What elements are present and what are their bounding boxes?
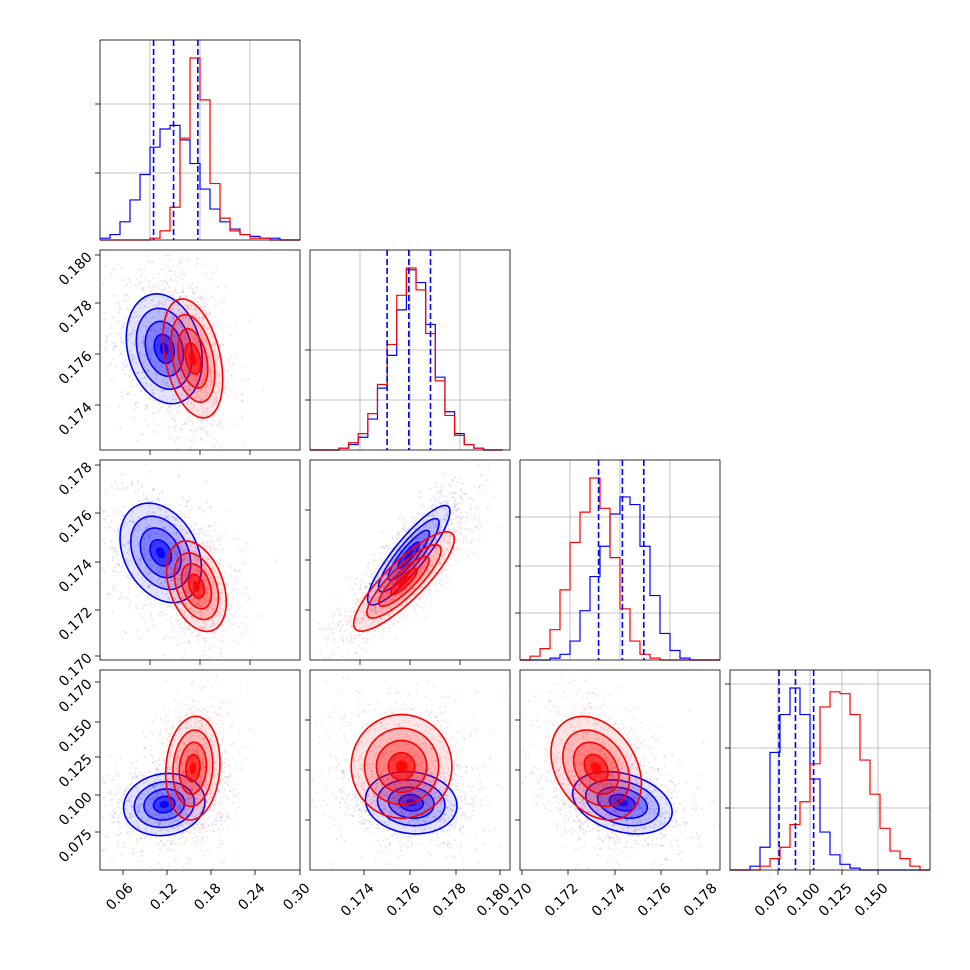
x-tick-label: 0.12: [147, 880, 180, 913]
x-tick-label: 0.100: [784, 880, 824, 920]
density-red: [189, 762, 196, 775]
density-red: [395, 760, 408, 773]
contour-red: [352, 530, 456, 632]
density-red: [398, 575, 410, 588]
x-tick-label: 0.24: [235, 880, 268, 913]
panel-hist-3: [515, 459, 721, 661]
y-tick-label: 0.176: [56, 348, 96, 388]
panel-2-1: [95, 249, 301, 455]
panel-frame: [99, 39, 301, 241]
density-blue: [159, 800, 169, 809]
density-red: [189, 351, 197, 366]
x-tick-label: 0.178: [681, 880, 721, 920]
x-tick-label: 0.06: [103, 880, 136, 913]
y-tick-label: 0.150: [56, 716, 96, 756]
y-tick-label: 0.174: [56, 399, 96, 439]
contour-red: [165, 540, 228, 633]
panel-3-1: [95, 459, 301, 665]
contour-blue: [596, 786, 649, 820]
contour-red: [172, 729, 214, 808]
x-tick-label: 0.125: [816, 880, 856, 920]
contour-red: [184, 753, 201, 783]
contour-red: [170, 313, 216, 404]
panel-hist-2: [305, 249, 511, 451]
y-tick-label: 0.180: [56, 249, 96, 289]
panel-hist-1: [95, 39, 301, 241]
y-tick-label: 0.178: [56, 297, 96, 337]
contour-red: [162, 298, 224, 419]
panel-4-2: [305, 669, 511, 875]
y-tick-label: 0.125: [56, 751, 96, 791]
contour-red: [164, 715, 221, 821]
y-tick-label: 0.100: [56, 789, 96, 829]
y-tick-label: 0.176: [56, 507, 96, 547]
contour-red: [363, 727, 440, 806]
panel-frame: [729, 669, 931, 871]
panel-4-3: [515, 669, 721, 875]
contour-blue: [122, 772, 206, 837]
contour-red: [387, 751, 416, 781]
x-tick-label: 0.178: [430, 880, 470, 920]
panel-frame: [519, 459, 721, 661]
panel-hist-4: [725, 669, 931, 875]
panel-frame: [99, 669, 301, 871]
x-tick-label: 0.150: [852, 880, 892, 920]
contour-blue: [377, 517, 440, 593]
y-tick-label: 0.075: [56, 826, 96, 866]
contour-red: [572, 741, 620, 795]
contour-blue: [571, 770, 673, 835]
density-red: [192, 580, 200, 592]
y-tick-label: 0.178: [56, 459, 96, 499]
contour-blue: [133, 780, 196, 829]
contour-blue: [398, 793, 425, 812]
contour-blue: [139, 527, 182, 579]
x-tick-label: 0.18: [191, 880, 224, 913]
contour-blue: [144, 320, 185, 378]
density-blue: [616, 799, 629, 807]
panel-4-1: [95, 669, 301, 875]
contour-red: [583, 753, 609, 783]
contour-red: [377, 555, 430, 608]
histogram-red: [310, 267, 503, 451]
contour-blue: [366, 504, 451, 606]
x-tick-label: 0.174: [338, 880, 378, 920]
contour-red: [375, 739, 428, 794]
x-tick-label: 0.30: [280, 880, 313, 913]
x-tick-label: 0.174: [589, 880, 629, 920]
histogram-blue: [100, 124, 300, 241]
contour-red: [184, 341, 202, 375]
contour-red: [173, 552, 220, 621]
histogram-red: [730, 691, 930, 871]
panel-3-2: [305, 459, 511, 665]
histogram-blue: [730, 687, 930, 871]
contour-red: [389, 567, 419, 596]
x-tick-label: 0.172: [542, 880, 582, 920]
y-tick-label: 0.174: [56, 556, 96, 596]
y-tick-label: 0.172: [56, 604, 96, 644]
contour-red: [187, 573, 206, 599]
density-blue: [156, 547, 166, 559]
contour-blue: [153, 333, 176, 365]
density-red: [590, 762, 602, 775]
x-tick-label: 0.075: [752, 880, 792, 920]
x-tick-label: 0.176: [635, 880, 675, 920]
contour-red: [550, 715, 643, 821]
contour-blue: [376, 779, 446, 827]
contour-red: [562, 729, 631, 808]
histogram-blue: [310, 269, 503, 451]
density-blue: [404, 549, 414, 561]
histogram-blue: [520, 496, 720, 661]
contour-red: [180, 562, 213, 610]
histogram-red: [100, 57, 300, 241]
contour-blue: [143, 788, 186, 821]
contour-blue: [364, 770, 458, 835]
contour-red: [178, 741, 208, 795]
contour-red: [350, 713, 453, 819]
contour-blue: [608, 793, 637, 812]
x-tick-label: 0.176: [384, 880, 424, 920]
contour-red: [366, 543, 442, 619]
contour-blue: [125, 293, 204, 405]
contour-red: [177, 327, 209, 389]
